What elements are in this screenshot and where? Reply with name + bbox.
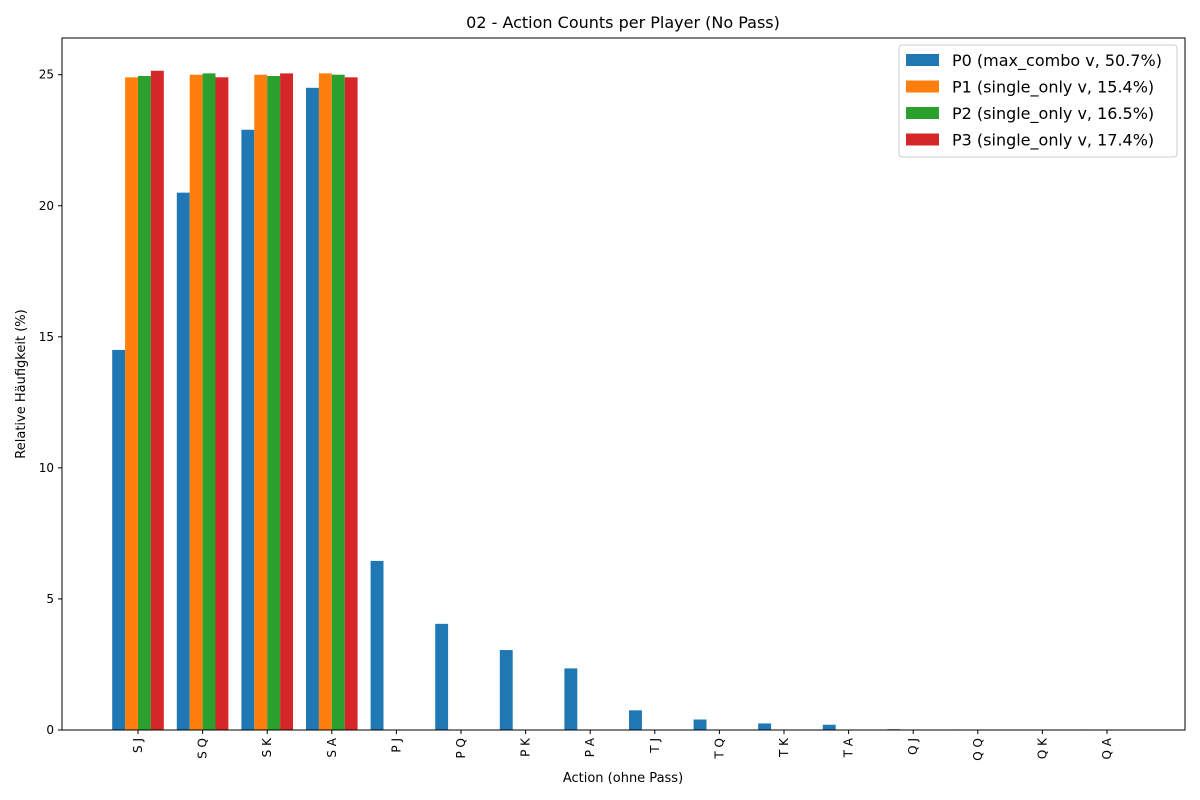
bar-p3-sj — [150, 70, 164, 730]
y-axis: 0 5 10 15 20 25 — [39, 68, 62, 737]
x-tick-label: Q J — [906, 738, 920, 755]
bar-p0-pk — [499, 650, 513, 730]
bar-p1-sk — [254, 74, 268, 730]
x-tick-label: T Q — [712, 738, 726, 760]
x-tick-label: S J — [131, 738, 145, 753]
bar-p0-pa — [564, 668, 578, 730]
bar-p0-sj — [112, 349, 126, 730]
legend-box — [898, 44, 1178, 158]
y-tick-label: 20 — [39, 199, 54, 213]
bar-p0-sk — [241, 129, 255, 731]
bar-p1-sa — [318, 73, 332, 730]
x-tick-label: Q K — [1035, 737, 1049, 759]
x-tick-label: S Q — [196, 738, 210, 759]
x-tick-label: T K — [777, 737, 791, 758]
bar-p1-sq — [189, 74, 203, 730]
bar-p2-sq — [202, 73, 216, 730]
legend-label-p1: P1 (single_only v, 15.4%) — [952, 78, 1154, 98]
y-tick-label: 0 — [46, 723, 54, 737]
x-tick-label: P J — [389, 738, 403, 753]
legend-swatch-p1 — [906, 80, 939, 93]
bar-p1-sj — [125, 77, 138, 730]
bar-p3-sk — [280, 73, 293, 730]
x-tick-label: P A — [583, 737, 597, 757]
plot-frame — [61, 37, 1186, 731]
y-tick-label: 5 — [46, 592, 54, 606]
bar-p0-tj — [629, 710, 642, 730]
x-tick-label: S A — [325, 737, 339, 757]
legend-swatch-p0 — [906, 54, 939, 66]
y-tick-label: 10 — [39, 461, 54, 475]
bar-p2-sa — [331, 74, 345, 730]
y-tick-label: 15 — [39, 330, 54, 344]
x-tick-label: Q Q — [971, 738, 985, 761]
x-tick-label: T A — [842, 737, 856, 758]
y-axis-label: Relative Häufigkeit (%) — [14, 309, 29, 458]
bar-p0-tk — [758, 723, 772, 730]
bar-p2-sj — [138, 76, 151, 730]
x-tick-label: T J — [648, 738, 662, 754]
x-tick-label: P K — [519, 737, 533, 757]
bar-p0-ta — [822, 724, 836, 730]
legend: P0 (max_combo v, 50.7%) P1 (single_only v… — [898, 44, 1178, 158]
chart-title: 02 - Action Counts per Player (No Pass) — [466, 13, 780, 32]
x-tick-label: P Q — [454, 738, 468, 759]
x-tick-label: Q A — [1100, 737, 1114, 759]
x-axis-label: Action (ohne Pass) — [563, 771, 683, 786]
bar-p0-sa — [306, 87, 319, 731]
legend-swatch-p2 — [906, 107, 939, 119]
y-tick-label: 25 — [39, 68, 54, 82]
x-tick-label: S K — [260, 737, 274, 757]
legend-label-p2: P2 (single_only v, 16.5%) — [952, 104, 1154, 124]
bars-group — [112, 70, 1095, 731]
bar-p0-tq — [693, 719, 707, 730]
bar-p0-pq — [435, 623, 449, 730]
bar-p3-sa — [344, 77, 358, 730]
bar-p3-sq — [215, 77, 229, 730]
legend-swatch-p3 — [906, 133, 939, 146]
bar-p0-sq — [176, 192, 190, 730]
legend-label-p0: P0 (max_combo v, 50.7%) — [952, 51, 1162, 71]
bar-p2-sk — [267, 76, 281, 730]
bar-p0-pj — [370, 560, 384, 730]
legend-label-p3: P3 (single_only v, 17.4%) — [952, 131, 1154, 151]
